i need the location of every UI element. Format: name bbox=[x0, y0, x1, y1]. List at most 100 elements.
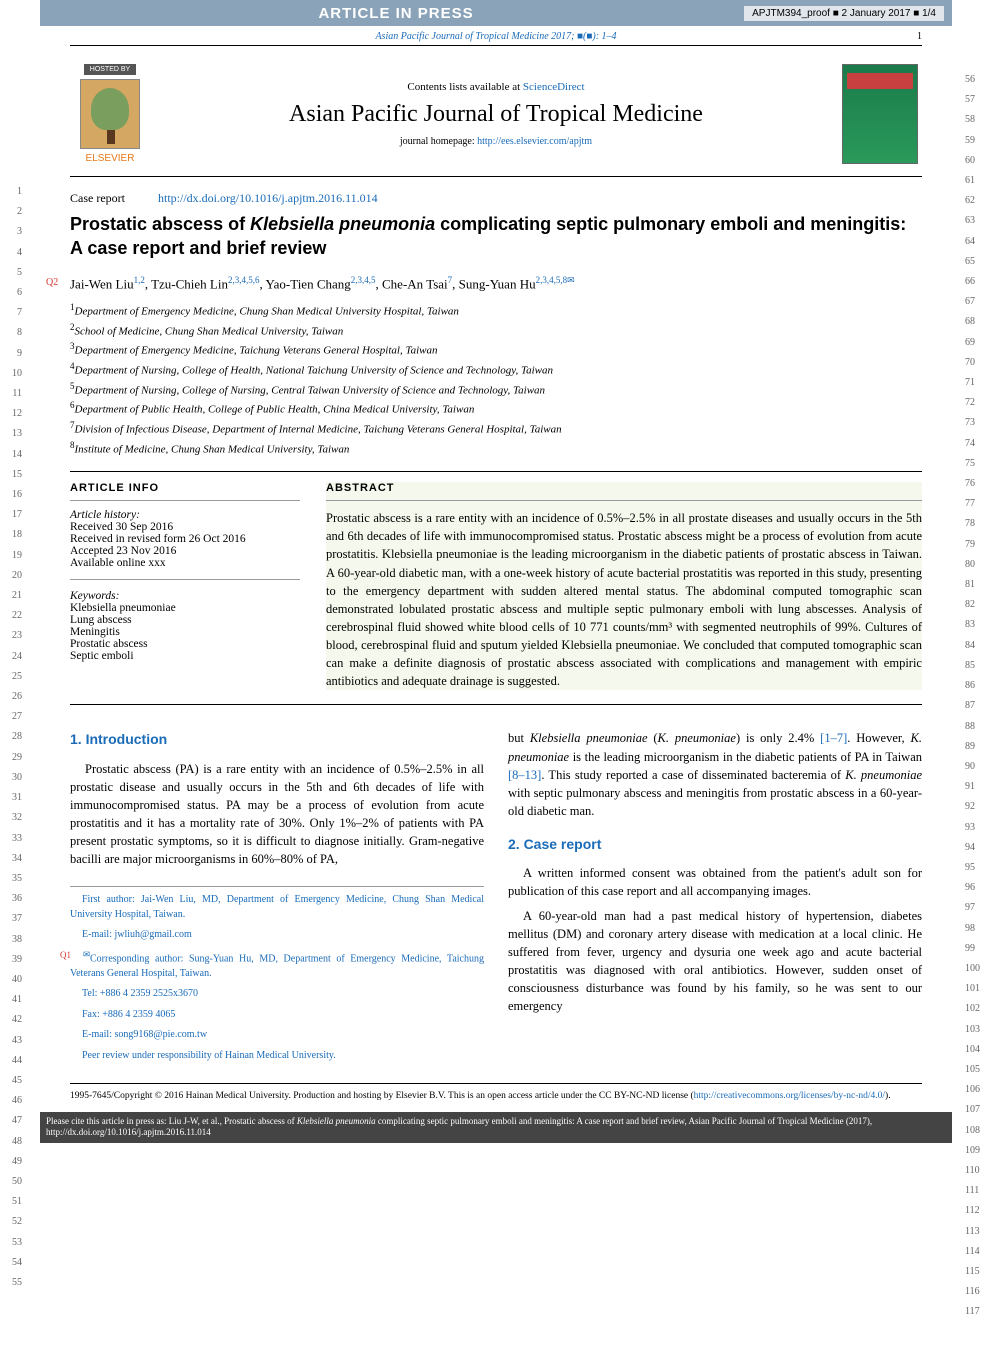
running-head: Asian Pacific Journal of Tropical Medici… bbox=[70, 28, 922, 46]
masthead-center: Contents lists available at ScienceDirec… bbox=[150, 64, 842, 164]
journal-homepage: journal homepage: http://ees.elsevier.co… bbox=[150, 136, 842, 147]
author-3: , Yao-Tien Chang bbox=[260, 276, 351, 291]
email-1: E-mail: jwliuh@gmail.com bbox=[70, 928, 484, 943]
contents-line: Contents lists available at ScienceDirec… bbox=[150, 81, 842, 93]
journal-name: Asian Pacific Journal of Tropical Medici… bbox=[150, 101, 842, 128]
keywords-list: Klebsiella pneumoniaeLung abscessMeningi… bbox=[70, 602, 300, 662]
sciencedirect-link[interactable]: ScienceDirect bbox=[523, 81, 585, 93]
keyword-item: Septic emboli bbox=[70, 650, 300, 662]
history-label: Article history: bbox=[70, 509, 300, 521]
cover-thumbnail-icon bbox=[842, 64, 918, 164]
doi-link[interactable]: http://dx.doi.org/10.1016/j.apjtm.2016.1… bbox=[158, 191, 378, 205]
author-1: Jai-Wen Liu bbox=[70, 276, 134, 291]
email-link-2[interactable]: song9168@pie.com.tw bbox=[115, 1029, 208, 1040]
article-title: Prostatic abscess of Klebsiella pneumoni… bbox=[70, 212, 922, 261]
case-p2: A 60-year-old man had a past medical his… bbox=[508, 907, 922, 1016]
abstract: ABSTRACT Prostatic abscess is a rare ent… bbox=[326, 482, 922, 690]
pc-pre: Please cite this article in press as: Li… bbox=[46, 1116, 297, 1126]
tel: Tel: +886 4 2359 2525x3670 bbox=[70, 987, 484, 1002]
intro-continued: but Klebsiella pneumoniae (K. pneumoniae… bbox=[508, 729, 922, 820]
author-2: , Tzu-Chieh Lin bbox=[145, 276, 228, 291]
running-citation: Asian Pacific Journal of Tropical Medici… bbox=[375, 31, 616, 42]
case-p1: A written informed consent was obtained … bbox=[508, 864, 922, 900]
author-5-aff: 2,3,4,5,8✉ bbox=[536, 275, 575, 285]
affiliation: 2School of Medicine, Chung Shan Medical … bbox=[70, 322, 922, 338]
cc-link[interactable]: http://creativecommons.org/licenses/by-n… bbox=[694, 1091, 885, 1101]
article-type: Case report bbox=[70, 191, 125, 205]
page-number: 1 bbox=[917, 31, 922, 42]
article-info: ARTICLE INFO Article history: Received 3… bbox=[70, 482, 300, 690]
affiliation: 8Institute of Medicine, Chung Shan Medic… bbox=[70, 440, 922, 456]
query-q2: Q2 bbox=[46, 277, 58, 288]
author-5: , Sung-Yuan Hu bbox=[452, 276, 535, 291]
homepage-label: journal homepage: bbox=[400, 136, 477, 147]
affiliations: 1Department of Emergency Medicine, Chung… bbox=[70, 302, 922, 455]
ref-8-13[interactable]: [8–13] bbox=[508, 768, 541, 782]
proof-bar: ARTICLE IN PRESS APJTM394_proof ■ 2 Janu… bbox=[40, 0, 952, 26]
corr-text: Corresponding author: Sung-Yuan Hu, MD, … bbox=[70, 953, 484, 979]
article-type-doi: Case report http://dx.doi.org/10.1016/j.… bbox=[70, 191, 922, 206]
email-label-1: E-mail: bbox=[82, 929, 115, 940]
article-info-header: ARTICLE INFO bbox=[70, 482, 300, 501]
history-item: Received 30 Sep 2016 bbox=[70, 521, 300, 533]
copyright-close: ). bbox=[885, 1091, 891, 1101]
section-case-title: 2. Case report bbox=[508, 834, 922, 854]
ic-end: with septic pulmonary abscess and mening… bbox=[508, 786, 922, 818]
corresponding-note: Q1✉Corresponding author: Sung-Yuan Hu, M… bbox=[70, 949, 484, 981]
abstract-text: Prostatic abscess is a rare entity with … bbox=[326, 509, 922, 690]
section-intro-title: 1. Introduction bbox=[70, 729, 484, 749]
ic-em4: K. pneumoniae bbox=[845, 768, 922, 782]
elsevier-tree-icon bbox=[80, 79, 140, 149]
keyword-item: Meningitis bbox=[70, 626, 300, 638]
copyright-text: 1995-7645/Copyright © 2016 Hainan Medica… bbox=[70, 1091, 694, 1101]
ic-em2: K. pneumoniae bbox=[658, 731, 736, 745]
history-item: Received in revised form 26 Oct 2016 bbox=[70, 533, 300, 545]
footnotes: First author: Jai-Wen Liu, MD, Departmen… bbox=[70, 886, 484, 1063]
column-right: but Klebsiella pneumoniae (K. pneumoniae… bbox=[508, 729, 922, 1069]
email-label-2: E-mail: bbox=[82, 1029, 115, 1040]
ref-1-7[interactable]: [1–7] bbox=[820, 731, 847, 745]
keyword-item: Klebsiella pneumoniae bbox=[70, 602, 300, 614]
keywords-label: Keywords: bbox=[70, 590, 300, 602]
title-species: Klebsiella pneumonia bbox=[250, 214, 435, 234]
history-item: Accepted 23 Nov 2016 bbox=[70, 545, 300, 557]
query-q1: Q1 bbox=[48, 949, 71, 962]
article-in-press-label: ARTICLE IN PRESS bbox=[318, 5, 473, 22]
contents-label: Contents lists available at bbox=[407, 81, 522, 93]
authors: Q2 Jai-Wen Liu1,2, Tzu-Chieh Lin2,3,4,5,… bbox=[70, 275, 922, 292]
first-author-note: First author: Jai-Wen Liu, MD, Departmen… bbox=[70, 893, 484, 922]
affiliation: 7Division of Infectious Disease, Departm… bbox=[70, 420, 922, 436]
column-left: 1. Introduction Prostatic abscess (PA) i… bbox=[70, 729, 484, 1069]
keyword-item: Lung abscess bbox=[70, 614, 300, 626]
peer-review-note: Peer review under responsibility of Hain… bbox=[70, 1049, 484, 1064]
author-1-aff: 1,2 bbox=[134, 275, 145, 285]
affiliation: 1Department of Emergency Medicine, Chung… bbox=[70, 302, 922, 318]
line-numbers-left: 1234567891011121314151617181920212223242… bbox=[12, 182, 22, 1293]
ic-pre: but bbox=[508, 731, 530, 745]
author-4: , Che-An Tsai bbox=[376, 276, 448, 291]
journal-cover bbox=[842, 64, 922, 164]
keyword-item: Prostatic abscess bbox=[70, 638, 300, 650]
author-3-aff: 2,3,4,5 bbox=[351, 275, 376, 285]
ic-m5: . This study reported a case of dissemin… bbox=[541, 768, 845, 782]
info-abstract-row: ARTICLE INFO Article history: Received 3… bbox=[70, 471, 922, 705]
proof-info: APJTM394_proof ■ 2 January 2017 ■ 1/4 bbox=[744, 6, 944, 21]
ic-m4: is the leading microorganism in the diab… bbox=[569, 750, 922, 764]
line-numbers-right: 5657585960616263646566676869707172737475… bbox=[965, 70, 980, 1323]
affiliation: 5Department of Nursing, College of Nursi… bbox=[70, 381, 922, 397]
masthead: HOSTED BY ELSEVIER Contents lists availa… bbox=[70, 46, 922, 177]
info-divider bbox=[70, 579, 300, 580]
affiliation: 6Department of Public Health, College of… bbox=[70, 400, 922, 416]
affiliation: 4Department of Nursing, College of Healt… bbox=[70, 361, 922, 377]
fax: Fax: +886 4 2359 4065 bbox=[70, 1008, 484, 1023]
email-2: E-mail: song9168@pie.com.tw bbox=[70, 1028, 484, 1043]
copyright: 1995-7645/Copyright © 2016 Hainan Medica… bbox=[70, 1083, 922, 1103]
email-link-1[interactable]: jwliuh@gmail.com bbox=[115, 929, 192, 940]
page: 1234567891011121314151617181920212223242… bbox=[0, 0, 992, 1346]
history-list: Received 30 Sep 2016Received in revised … bbox=[70, 521, 300, 569]
ic-m2: ) is only 2.4% bbox=[736, 731, 820, 745]
publisher-block: HOSTED BY ELSEVIER bbox=[70, 64, 150, 164]
homepage-link[interactable]: http://ees.elsevier.com/apjtm bbox=[477, 136, 592, 147]
ic-m3: . However, bbox=[847, 731, 910, 745]
author-2-aff: 2,3,4,5,6 bbox=[228, 275, 260, 285]
